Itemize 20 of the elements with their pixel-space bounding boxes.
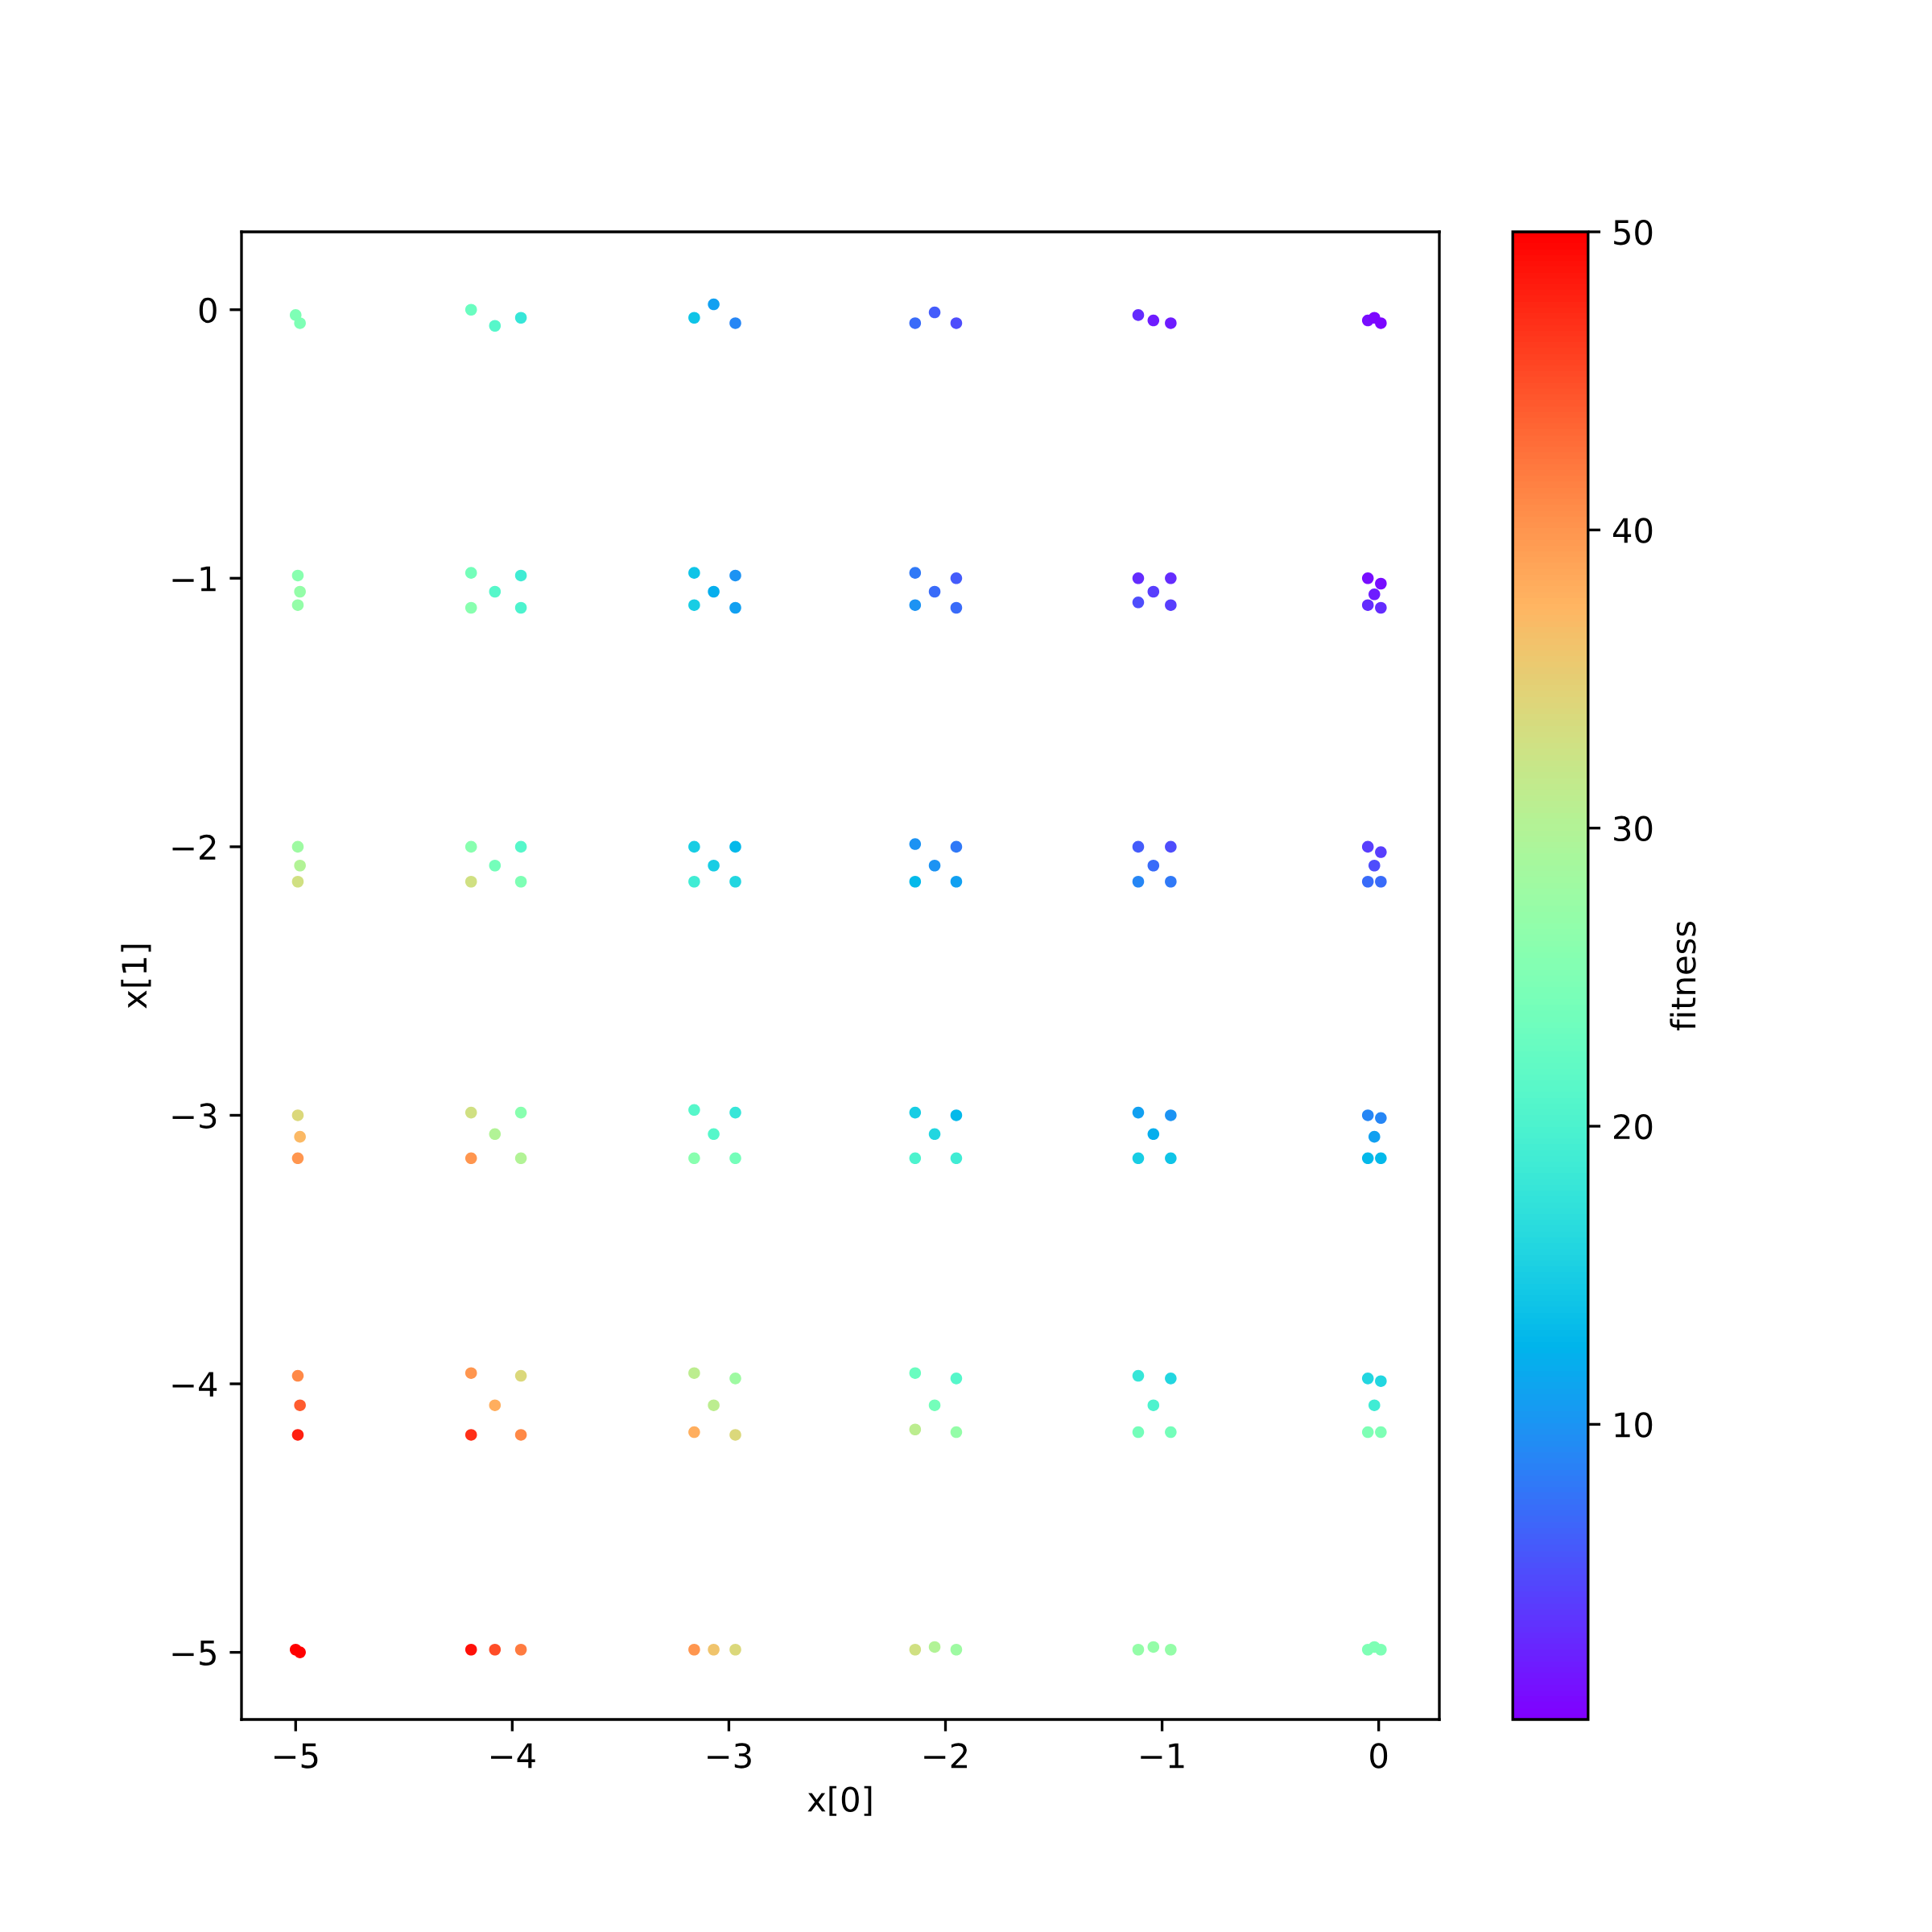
y-tick-label: −3 <box>172 1103 217 1129</box>
x-tick-label: −1 <box>1141 1743 1184 1769</box>
color-bar-label: 10 <box>1615 1412 1653 1438</box>
y-tick-label: −5 <box>172 1641 216 1666</box>
y-axis-title: x[1] <box>121 944 151 1009</box>
y-tick-label: −1 <box>172 566 216 592</box>
x-tick-label: 0 <box>1370 1743 1388 1769</box>
x-tick-label: −5 <box>274 1743 318 1769</box>
color-bar-title: fitness <box>1670 922 1696 1031</box>
y-tick-label: 0 <box>199 297 217 324</box>
x-axis-title: x[0] <box>807 1785 872 1816</box>
y-tick-label: −2 <box>172 834 216 860</box>
color-bar-label: 30 <box>1614 815 1653 842</box>
color-bar-label: 20 <box>1614 1113 1653 1140</box>
x-tick-label: −3 <box>708 1743 751 1769</box>
x-tick-label: −2 <box>924 1743 968 1769</box>
color-bar-label: 40 <box>1613 518 1653 543</box>
x-tick-label: −4 <box>491 1743 535 1769</box>
color-bar-label: 50 <box>1614 219 1653 246</box>
y-tick-label: −4 <box>172 1372 217 1397</box>
